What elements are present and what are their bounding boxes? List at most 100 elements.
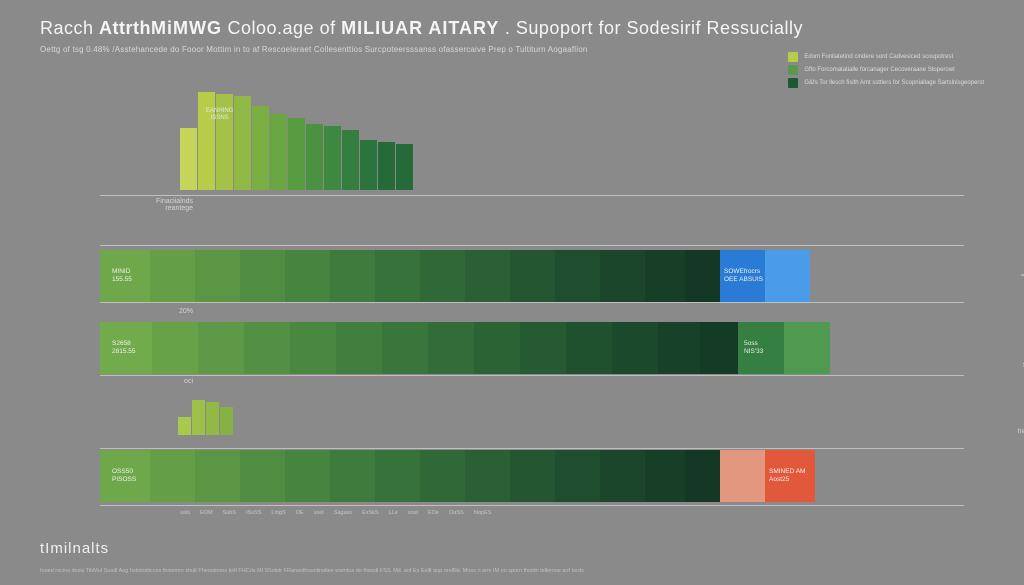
gridline	[100, 375, 964, 376]
top-bar	[360, 140, 377, 190]
hbar-segment	[685, 450, 720, 502]
gridline	[100, 245, 964, 246]
gridline	[100, 195, 964, 196]
legend-swatch	[788, 78, 798, 88]
legend-item: Edom Fonilatetind cindere sord Cadvesice…	[788, 52, 984, 62]
top-bar	[324, 126, 341, 190]
hbar-segment	[566, 322, 612, 374]
legend-item: Gfto Forcomatatialle forcanager Cecovera…	[788, 65, 984, 75]
hbar-segment: OSS50 PISOSS	[100, 450, 150, 502]
hbar-segment	[685, 250, 720, 302]
hbar-segment	[720, 450, 765, 502]
top-bar-label: EANHING ISSNS	[206, 108, 233, 121]
footer-title: tImilnalts	[40, 540, 109, 557]
top-bar	[198, 92, 215, 190]
mini-bar	[220, 407, 233, 435]
gridline	[100, 448, 964, 449]
hbar-segment	[150, 250, 195, 302]
hbar-segment	[600, 450, 645, 502]
footer-text: Inoed recins desis TibMul Susdl Aog hsto…	[40, 568, 984, 575]
hbar-segment	[285, 250, 330, 302]
legend-swatch	[788, 52, 798, 62]
segment-label: S2658 2815.55	[112, 340, 136, 356]
segment-label: MINID 155.55	[112, 268, 132, 284]
y-axis-label: 20%	[118, 308, 193, 315]
segment-label: 5oss NIS'33	[744, 340, 763, 356]
y-axis-label: Finaciialnds reantege	[118, 198, 193, 212]
legend-item: G&fs Tor llesch fisith Amt ssttlers for …	[788, 78, 984, 88]
hbar-segment	[290, 322, 336, 374]
header: Racch AttrthMiMWG Coloo.age of MILIUAR A…	[0, 0, 1024, 58]
chart-area: Finaciialnds reantege 20% oci EANHING ISSNS…	[100, 90, 964, 515]
hbar-segment	[330, 250, 375, 302]
x-tick: sost	[408, 510, 418, 516]
hbar-segment	[420, 450, 465, 502]
hbar-segment	[474, 322, 520, 374]
hbar-segment	[465, 250, 510, 302]
gridline	[100, 505, 964, 506]
hbar-segment	[658, 322, 700, 374]
hbar-segment	[765, 250, 810, 302]
hbar-segment	[195, 250, 240, 302]
mini-bar	[192, 400, 205, 435]
segment-label: SOWEfrocrs OEE ABSUIS	[724, 268, 763, 284]
top-bar	[378, 142, 395, 190]
legend-label: Edom Fonilatetind cindere sord Cadvesice…	[804, 54, 953, 60]
top-bar	[180, 128, 197, 190]
top-bar	[396, 144, 413, 190]
page-title: Racch AttrthMiMWG Coloo.age of MILIUAR A…	[40, 18, 984, 39]
x-tick: hiopES	[474, 510, 492, 516]
hbar-segment	[510, 450, 555, 502]
gridline	[100, 302, 964, 303]
hbar-segment: SOWEfrocrs OEE ABSUIS	[720, 250, 765, 302]
x-axis-ticks: satsEOMSabSISsSSLmgSOEssetSagassExSkSLLe…	[180, 510, 964, 516]
hbar-segment	[465, 450, 510, 502]
top-bar	[306, 124, 323, 190]
hbar-segment	[555, 450, 600, 502]
hbar-segment	[285, 450, 330, 502]
row-end-label: freg	[1018, 428, 1024, 436]
segment-label: SMINED AM Aost25	[769, 468, 805, 484]
hbar-row: S2658 2815.55 5oss NIS'33	[100, 322, 830, 374]
y-axis-label: oci	[118, 378, 193, 385]
hbar-segment	[336, 322, 382, 374]
hbar-segment	[612, 322, 658, 374]
hbar-segment: 5oss NIS'33	[738, 322, 784, 374]
hbar-segment: SMINED AM Aost25	[765, 450, 815, 502]
hbar-segment	[375, 250, 420, 302]
hbar-row: OSS50 PISOSS SMINED AM Aost25	[100, 450, 815, 502]
hbar-segment	[240, 250, 285, 302]
legend-swatch	[788, 65, 798, 75]
x-tick: Sagass	[334, 510, 352, 516]
x-tick: SabS	[223, 510, 236, 516]
hbar-segment	[645, 450, 685, 502]
hbar-segment	[150, 450, 195, 502]
top-bar	[234, 96, 251, 190]
x-tick: LmgS	[271, 510, 285, 516]
x-tick: sset	[314, 510, 324, 516]
hbar-segment	[244, 322, 290, 374]
top-bar	[342, 130, 359, 190]
legend-label: Gfto Forcomatatialle forcanager Cecovera…	[804, 67, 954, 73]
mini-bar	[206, 402, 219, 435]
hbar-segment	[330, 450, 375, 502]
hbar-segment: S2658 2815.55	[100, 322, 152, 374]
hbar-segment	[784, 322, 830, 374]
hbar-segment	[645, 250, 685, 302]
x-tick: LLe	[389, 510, 398, 516]
hbar-segment	[198, 322, 244, 374]
top-bar	[252, 106, 269, 190]
hbar-segment: MINID 155.55	[100, 250, 150, 302]
x-tick: ISsSS	[246, 510, 261, 516]
legend: Edom Fonilatetind cindere sord Cadvesice…	[788, 52, 984, 91]
x-tick: EOe	[428, 510, 439, 516]
hbar-row: MINID 155.55 SOWEfrocrs OEE ABSUIS	[100, 250, 810, 302]
mini-bar	[178, 417, 191, 435]
hbar-segment	[420, 250, 465, 302]
hbar-segment	[555, 250, 600, 302]
top-bar	[288, 118, 305, 190]
hbar-segment	[382, 322, 428, 374]
hbar-segment	[428, 322, 474, 374]
hbar-segment	[520, 322, 566, 374]
legend-label: G&fs Tor llesch fisith Amt ssttlers for …	[804, 80, 984, 86]
